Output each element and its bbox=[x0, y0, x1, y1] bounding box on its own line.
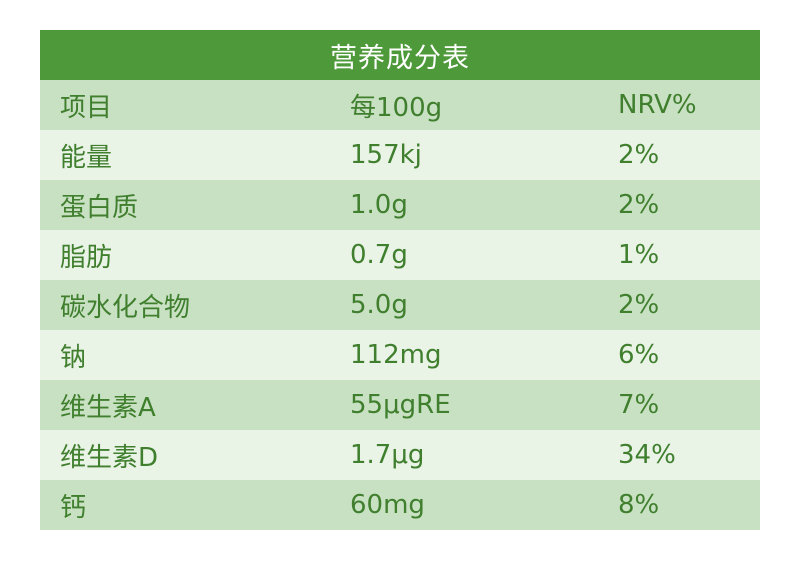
row-item: 碳水化合物 bbox=[60, 292, 191, 323]
row-item: 维生素D bbox=[60, 442, 159, 473]
row-amount: 5.0g bbox=[350, 290, 408, 320]
row-nrv: 2% bbox=[618, 140, 660, 170]
table-row: 维生素D 1.7μg 34% bbox=[40, 430, 760, 480]
table-row: 钠 112mg 6% bbox=[40, 330, 760, 380]
row-nrv: 8% bbox=[618, 490, 660, 520]
row-nrv: 34% bbox=[618, 440, 676, 470]
row-item: 钠 bbox=[60, 342, 87, 373]
table-title: 营养成分表 bbox=[40, 30, 760, 80]
row-item: 脂肪 bbox=[60, 242, 113, 273]
table-row: 脂肪 0.7g 1% bbox=[40, 230, 760, 280]
row-amount: 112mg bbox=[350, 340, 442, 370]
row-nrv: 1% bbox=[618, 240, 660, 270]
table-row: 能量 157kj 2% bbox=[40, 130, 760, 180]
table-row: 钙 60mg 8% bbox=[40, 480, 760, 530]
row-amount: 1.0g bbox=[350, 190, 408, 220]
row-nrv: 7% bbox=[618, 390, 660, 420]
header-amount: 每100g bbox=[350, 92, 443, 123]
row-amount: 0.7g bbox=[350, 240, 408, 270]
row-amount: 1.7μg bbox=[350, 440, 425, 470]
row-nrv: 2% bbox=[618, 290, 660, 320]
table-row: 碳水化合物 5.0g 2% bbox=[40, 280, 760, 330]
row-nrv: 6% bbox=[618, 340, 660, 370]
row-item: 钙 bbox=[60, 492, 87, 523]
row-item: 维生素A bbox=[60, 392, 156, 423]
row-nrv: 2% bbox=[618, 190, 660, 220]
table-header-row: 项目 每100g NRV% bbox=[40, 80, 760, 130]
header-nrv: NRV% bbox=[618, 90, 697, 120]
row-item: 能量 bbox=[60, 142, 113, 173]
row-amount: 55μgRE bbox=[350, 390, 451, 420]
row-item: 蛋白质 bbox=[60, 192, 139, 223]
row-amount: 60mg bbox=[350, 490, 425, 520]
table-row: 蛋白质 1.0g 2% bbox=[40, 180, 760, 230]
table-row: 维生素A 55μgRE 7% bbox=[40, 380, 760, 430]
row-amount: 157kj bbox=[350, 140, 422, 170]
header-item: 项目 bbox=[60, 92, 113, 123]
nutrition-facts-table: 营养成分表 项目 每100g NRV% 能量 157kj 2% 蛋白质 1.0g… bbox=[40, 30, 760, 530]
